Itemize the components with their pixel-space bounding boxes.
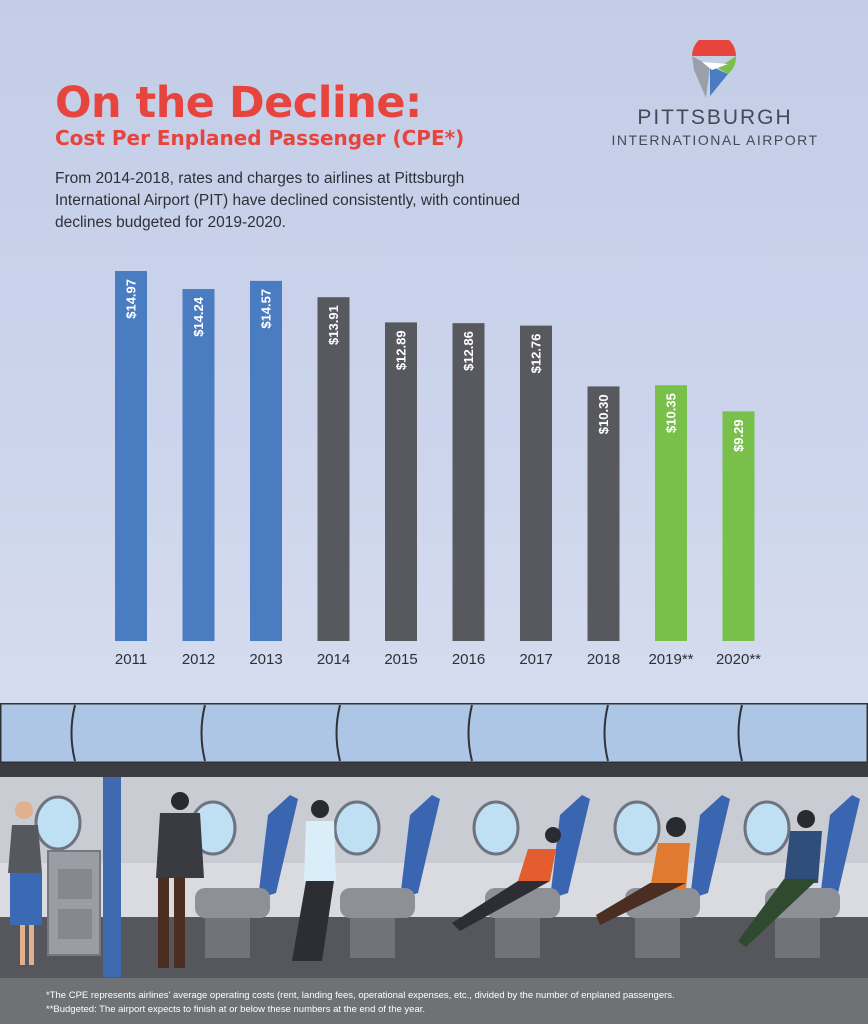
airport-name-sub: INTERNATIONAL AIRPORT (611, 132, 819, 148)
bar-value-label: $10.35 (664, 393, 679, 433)
x-tick-label: 2016 (452, 651, 485, 668)
intro-paragraph: From 2014-2018, rates and charges to air… (55, 170, 520, 231)
bar-value-label: $12.76 (529, 334, 544, 374)
x-tick-label: 2011 (115, 651, 147, 668)
x-tick-label: 2012 (182, 651, 215, 668)
bar-2015 (385, 322, 417, 641)
bar-2014 (317, 297, 350, 641)
bar-2013 (250, 280, 282, 641)
bar-2011 (115, 271, 147, 641)
footnote-budgeted: **Budgeted: The airport expects to finis… (46, 1004, 426, 1015)
bar-2016 (452, 323, 485, 641)
x-tick-label: 2020** (716, 651, 761, 668)
bar-2017 (520, 325, 552, 641)
airport-name: PITTSBURGH (637, 106, 793, 129)
airplane-cabin-illustration (0, 703, 868, 978)
bar-value-label: $12.89 (394, 330, 409, 370)
footnote-cpe: *The CPE represents airlines' average op… (46, 990, 675, 1001)
bar-value-label: $14.97 (124, 279, 139, 319)
cpe-bar-chart: $14.97 2011 $14.24 2012 $14.57 2013 $13.91 2014… (115, 271, 761, 668)
x-tick-label: 2017 (519, 651, 552, 668)
x-tick-label: 2015 (384, 651, 417, 668)
page-title: On the Decline: (55, 78, 422, 128)
bar-2019 (655, 385, 687, 641)
bar-value-label: $14.24 (191, 296, 206, 337)
bar-value-label: $9.29 (731, 419, 746, 452)
footnotes: *The CPE represents airlines' average op… (0, 978, 868, 1024)
bar-value-label: $13.91 (326, 305, 341, 345)
x-tick-label: 2018 (587, 651, 620, 668)
x-tick-label: 2014 (317, 651, 350, 668)
bar-2020 (722, 411, 755, 641)
bar-value-label: $10.30 (596, 394, 611, 434)
bar-value-label: $12.86 (461, 331, 476, 371)
x-tick-label: 2013 (249, 651, 282, 668)
bar-2012 (182, 289, 215, 641)
bar-value-label: $14.57 (259, 289, 274, 329)
page-subtitle: Cost Per Enplaned Passenger (CPE*) (55, 126, 465, 150)
airport-logo-icon (692, 40, 737, 98)
bar-2018 (587, 386, 620, 641)
x-tick-label: 2019** (648, 651, 693, 668)
